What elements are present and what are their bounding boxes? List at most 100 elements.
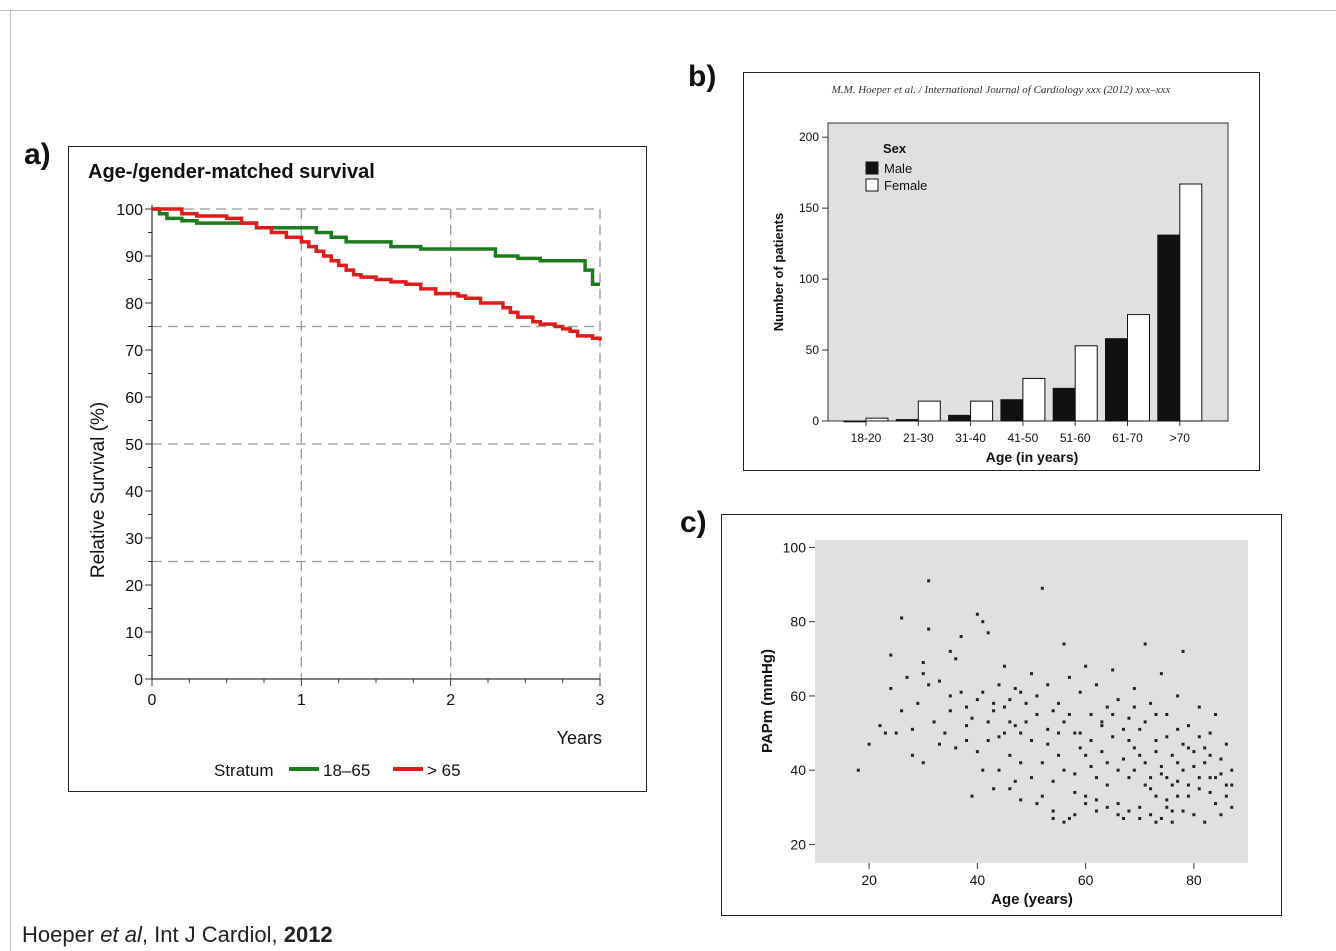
chart-c-point: [1181, 649, 1185, 653]
chart-c-point: [1084, 753, 1088, 757]
chart-c-point: [1013, 779, 1017, 783]
chart-c-point: [1186, 783, 1190, 787]
chart-c-point: [921, 661, 925, 665]
frame-top-line: [0, 10, 1336, 11]
chart-c-point: [948, 694, 952, 698]
chart-a-y-tick-label: 40: [125, 484, 143, 501]
chart-a-y-tick-label: 30: [125, 531, 143, 548]
chart-a-x-tick-label: 2: [446, 692, 455, 709]
chart-b-bar-male: [1000, 399, 1024, 422]
chart-c-point: [1030, 776, 1033, 780]
chart-c-point: [1111, 712, 1115, 716]
chart-a-series-18-65-line: [152, 207, 600, 286]
chart-c-point: [1127, 716, 1131, 720]
chart-c-point: [1149, 701, 1153, 705]
chart-c-x-axis-label: Age (years): [991, 891, 1073, 908]
chart-c-point: [1192, 750, 1196, 754]
chart-c-point: [1197, 705, 1201, 709]
chart-c-point: [1192, 764, 1196, 768]
chart-c-point: [1176, 761, 1180, 765]
chart-c-point: [1203, 820, 1207, 824]
chart-c-point: [1051, 816, 1055, 820]
chart-c-point: [1170, 783, 1174, 787]
chart-c-point: [1100, 724, 1104, 728]
chart-c-point: [1122, 757, 1126, 761]
chart-b-bar-female: [865, 417, 889, 422]
chart-a-y-tick-label: 90: [125, 249, 143, 266]
chart-c-point: [1013, 687, 1017, 691]
chart-c-point: [1127, 776, 1131, 780]
chart-c-point: [1143, 783, 1147, 787]
chart-c-point: [1008, 787, 1012, 791]
chart-c-point: [1067, 816, 1071, 820]
chart-b-bar-male: [1105, 338, 1128, 422]
chart-c-point: [1230, 783, 1234, 787]
chart-c-plot-background: [815, 540, 1248, 863]
chart-c-point: [1219, 757, 1223, 761]
chart-c-point: [1176, 727, 1180, 731]
chart-c-point: [1143, 642, 1147, 646]
chart-b-x-tick-label: 31-40: [955, 431, 986, 445]
chart-c-point: [1040, 761, 1044, 765]
chart-c-point: [1019, 690, 1023, 694]
chart-c-point: [1132, 687, 1136, 691]
chart-b-bar-female: [1074, 345, 1098, 422]
chart-c-point: [1186, 724, 1190, 728]
chart-b-x-axis-label: Age (in years): [986, 449, 1079, 465]
chart-c-point: [1159, 672, 1163, 676]
chart-c-point: [916, 701, 920, 705]
chart-c-point: [1116, 802, 1120, 806]
panel-c-label: c): [680, 506, 707, 539]
chart-c-point: [1094, 809, 1098, 813]
chart-c-point: [856, 768, 860, 772]
chart-c-point: [1116, 813, 1120, 817]
chart-c-point: [981, 620, 985, 624]
chart-c-point: [1062, 720, 1066, 724]
chart-c-point: [1030, 672, 1033, 676]
chart-c-point: [986, 720, 990, 724]
chart-c-point: [1214, 712, 1218, 716]
chart-c-point: [1224, 742, 1228, 746]
chart-c-point: [1040, 586, 1044, 590]
chart-a-x-tick-label: 1: [297, 692, 306, 709]
chart-c-point: [1154, 794, 1158, 798]
chart-c-point: [1105, 761, 1109, 765]
chart-c-point: [867, 742, 871, 746]
chart-c-point: [1208, 731, 1212, 735]
chart-a-x-axis-label: Years: [557, 728, 602, 748]
chart-c-point: [986, 631, 990, 635]
chart-c-point: [1176, 779, 1180, 783]
chart-c-point: [1105, 783, 1109, 787]
chart-c-point: [1084, 794, 1088, 798]
chart-c-point: [1197, 776, 1201, 780]
chart-c-point: [900, 709, 904, 713]
chart-c-point: [1094, 776, 1098, 780]
chart-c-point: [1138, 805, 1142, 809]
chart-c-point: [1008, 753, 1012, 757]
chart-c-point: [1035, 802, 1039, 806]
chart-a-y-tick-label: 60: [125, 390, 143, 407]
chart-a-y-tick-label: 0: [134, 672, 143, 689]
chart-a-y-tick-label: 10: [125, 625, 143, 642]
chart-b-bar-male: [843, 420, 867, 423]
chart-c-point: [1019, 731, 1023, 735]
citation-etal: et al: [100, 922, 142, 947]
chart-c-point: [1192, 813, 1196, 817]
chart-a-y-tick-label: 50: [125, 437, 143, 454]
citation-author: Hoeper: [22, 922, 95, 947]
chart-c-point: [1165, 776, 1169, 780]
chart-c-point: [1224, 783, 1228, 787]
chart-c-point: [1051, 779, 1055, 783]
chart-c-point: [1057, 731, 1061, 735]
chart-c-point: [1024, 701, 1028, 705]
chart-c-point: [1208, 776, 1212, 780]
chart-c-point: [1138, 816, 1142, 820]
chart-c-point: [1208, 790, 1212, 794]
panel-b-label: b): [688, 60, 717, 93]
chart-c-point: [1132, 746, 1136, 750]
chart-c-point: [1008, 698, 1012, 702]
chart-c-point: [1176, 794, 1180, 798]
chart-c-point: [948, 709, 952, 713]
citation-journal: , Int J Cardiol,: [141, 922, 284, 947]
chart-c-point: [1219, 772, 1223, 776]
